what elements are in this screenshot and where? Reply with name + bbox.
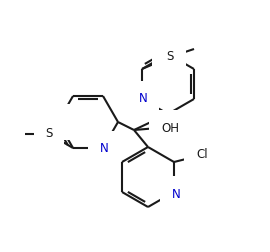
Text: S: S <box>45 128 53 140</box>
Text: N: N <box>164 47 172 59</box>
Text: OH: OH <box>161 121 179 135</box>
Text: N: N <box>139 92 147 106</box>
Text: N: N <box>100 142 108 155</box>
Text: Cl: Cl <box>196 147 208 161</box>
Text: N: N <box>53 115 61 129</box>
Text: S: S <box>166 50 174 64</box>
Text: N: N <box>172 187 180 201</box>
